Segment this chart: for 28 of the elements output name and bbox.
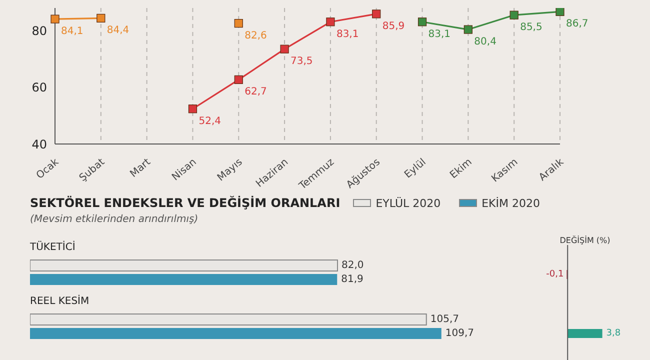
chart-title: SEKTÖREL ENDEKSLER VE DEĞİŞİM ORANLARI [30,196,340,210]
data-label: 73,5 [290,56,313,68]
legend-label: EYLÜL 2020 [376,196,441,210]
y-tick-label: 80 [32,24,47,38]
y-tick-label: REEL KESİM [30,294,90,307]
chart-subtitle: (Mevsim etkilerinden arındırılmış) [29,214,200,225]
data-label: -0,1 [546,270,564,280]
data-label: 82,0 [342,260,364,271]
y-tick-label: 40 [32,137,47,152]
data-label: 80,4 [474,36,496,48]
data-label: 109,7 [445,328,474,339]
data-label: 84,4 [106,25,130,36]
data-label: 3,8 [606,328,621,338]
chart-title: DEĞİŞİM (%) [558,236,612,245]
data-label: 105,7 [430,314,460,325]
data-label: 85,9 [382,20,405,32]
data-label: 85,5 [520,22,542,34]
data-label: 81,9 [341,274,364,285]
data-label: 62,7 [244,86,267,98]
data-label: 83,1 [428,28,451,40]
y-tick-label: TÜKETİCİ [29,240,76,253]
data-label: 82,6 [244,30,267,42]
data-label: 84,1 [61,26,84,38]
y-tick-label: 60 [32,80,47,95]
legend-label: EKİM 2020 [482,196,540,210]
data-label: 52,4 [198,116,221,127]
data-label: 83,1 [336,28,359,40]
data-label: 86,7 [566,18,588,30]
